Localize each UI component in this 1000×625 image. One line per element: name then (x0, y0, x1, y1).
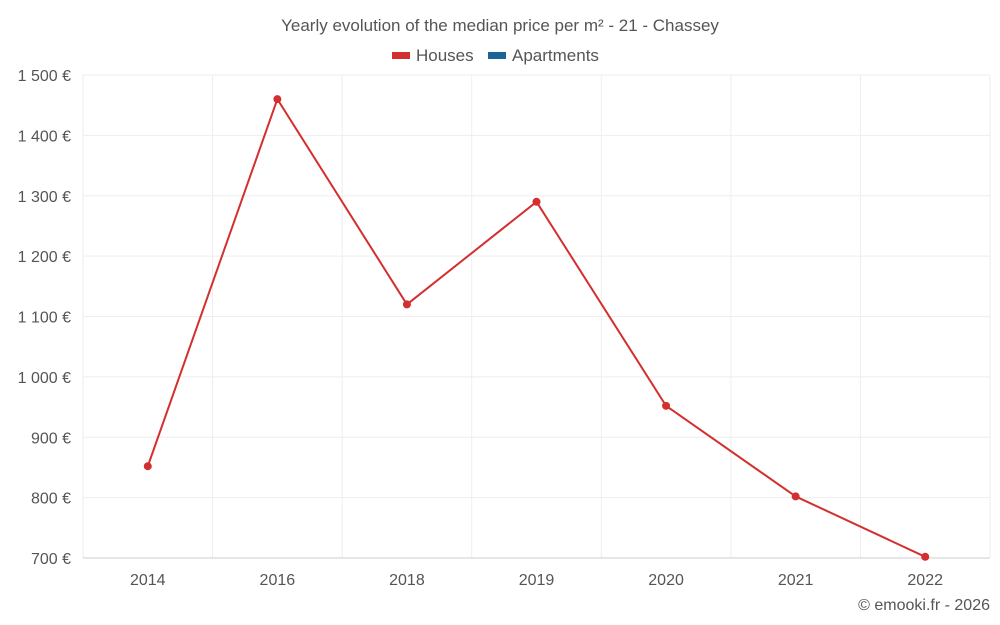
data-point[interactable] (532, 197, 541, 206)
grid (82, 74, 991, 559)
y-tick-label: 1 500 € (18, 68, 71, 85)
y-tick-label: 1 000 € (18, 370, 71, 387)
x-tick-label: 2020 (648, 572, 684, 589)
x-tick-label: 2018 (389, 572, 425, 589)
legend: Houses Apartments (392, 46, 599, 65)
x-tick-label: 2014 (130, 572, 166, 589)
credit: © emooki.fr - 2026 (858, 597, 990, 614)
y-tick-label: 800 € (31, 491, 71, 508)
data-point[interactable] (791, 492, 800, 501)
x-tick-label: 2021 (778, 572, 814, 589)
x-tick-label: 2016 (260, 572, 296, 589)
y-tick-label: 700 € (31, 551, 71, 568)
y-tick-label: 1 300 € (18, 189, 71, 206)
legend-label-houses: Houses (416, 46, 474, 65)
data-point[interactable] (143, 462, 152, 471)
y-tick-label: 1 200 € (18, 249, 71, 266)
y-tick-label: 1 100 € (18, 310, 71, 327)
data-point[interactable] (402, 300, 411, 309)
legend-swatch-apartments (488, 52, 506, 59)
legend-item-apartments[interactable]: Apartments (488, 46, 599, 65)
legend-swatch-houses (392, 52, 410, 59)
data-point[interactable] (921, 552, 930, 561)
x-axis: 2014 2016 2018 2019 2020 2021 2022 (130, 572, 943, 589)
x-tick-label: 2022 (907, 572, 943, 589)
y-tick-label: 900 € (31, 430, 71, 447)
legend-item-houses[interactable]: Houses (392, 46, 474, 65)
chart-title: Yearly evolution of the median price per… (281, 16, 719, 35)
series-line-houses (146, 98, 926, 558)
legend-label-apartments: Apartments (512, 46, 599, 65)
data-point[interactable] (662, 401, 671, 410)
data-point[interactable] (273, 95, 282, 104)
y-axis: 700 € 800 € 900 € 1 000 € 1 100 € 1 200 € 1 30… (18, 68, 71, 568)
series-layer (143, 95, 930, 561)
y-tick-label: 1 400 € (18, 128, 71, 145)
x-tick-label: 2019 (519, 572, 555, 589)
